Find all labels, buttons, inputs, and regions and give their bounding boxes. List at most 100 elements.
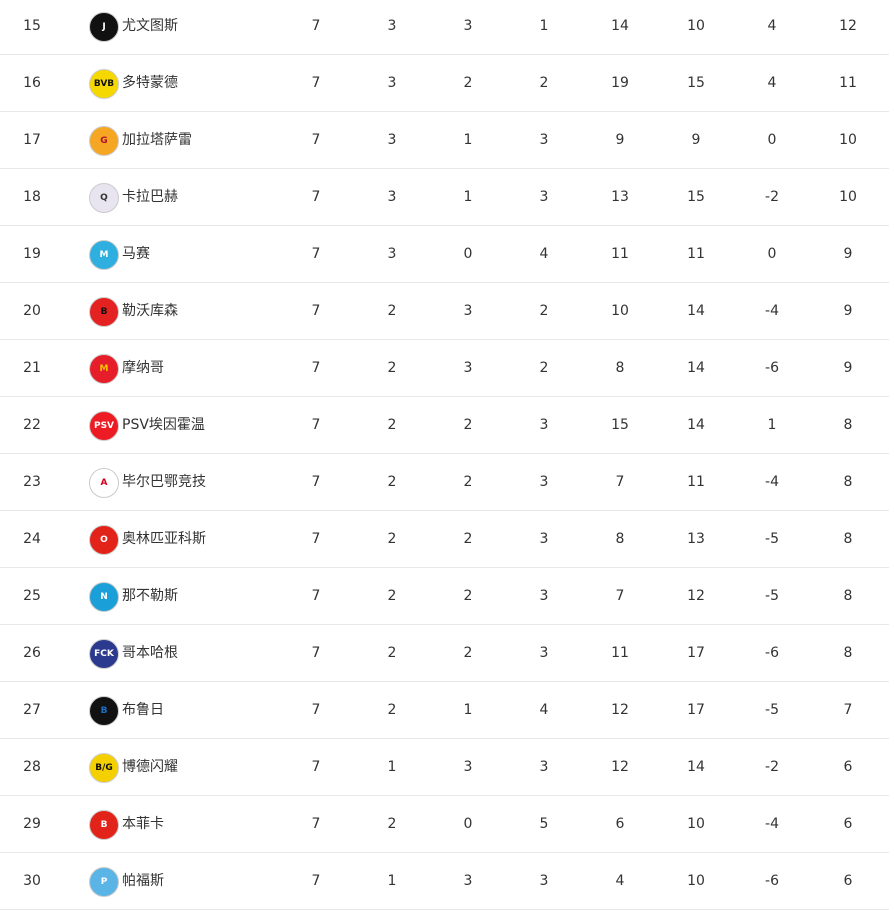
marseille-logo-icon: M [89, 240, 119, 270]
team-name[interactable]: 多特蒙德 [122, 75, 178, 91]
played: 7 [311, 189, 321, 205]
rank: 24 [23, 531, 41, 547]
won: 3 [387, 18, 397, 34]
team-name[interactable]: 布鲁日 [122, 702, 164, 718]
table-row[interactable]: 19 M 马赛 7 3 0 4 11 11 0 9 [0, 226, 889, 283]
goals-for: 19 [611, 75, 629, 91]
team-name[interactable]: 奥林匹亚科斯 [122, 531, 206, 547]
rank: 29 [23, 816, 41, 832]
table-row[interactable]: 28 B/G 博德闪耀 7 1 3 3 12 14 -2 6 [0, 739, 889, 796]
played: 7 [311, 303, 321, 319]
leverkusen-logo-icon: B [89, 297, 119, 327]
points: 12 [839, 18, 857, 34]
team-name[interactable]: 尤文图斯 [122, 18, 178, 34]
team-name[interactable]: 本菲卡 [122, 816, 164, 832]
goal-difference: 4 [767, 75, 777, 91]
team-name[interactable]: 卡拉巴赫 [122, 189, 178, 205]
points: 9 [843, 246, 853, 262]
table-row[interactable]: 24 O 奥林匹亚科斯 7 2 2 3 8 13 -5 8 [0, 511, 889, 568]
rank: 25 [23, 588, 41, 604]
drawn: 3 [463, 873, 473, 889]
won: 3 [387, 75, 397, 91]
table-row[interactable]: 22 PSV PSV埃因霍温 7 2 2 3 15 14 1 8 [0, 397, 889, 454]
drawn: 3 [463, 18, 473, 34]
played: 7 [311, 759, 321, 775]
points: 10 [839, 132, 857, 148]
points: 8 [843, 417, 853, 433]
goals-against: 10 [687, 873, 705, 889]
team-name[interactable]: 加拉塔萨雷 [122, 132, 192, 148]
team-name[interactable]: 勒沃库森 [122, 303, 178, 319]
drawn: 1 [463, 132, 473, 148]
team-name[interactable]: 哥本哈根 [122, 645, 178, 661]
drawn: 1 [463, 702, 473, 718]
olympiacos-logo-icon: O [89, 525, 119, 555]
benfica-logo-icon: B [89, 810, 119, 840]
psv-logo-icon: PSV [89, 411, 119, 441]
team-name[interactable]: 毕尔巴鄂竞技 [122, 474, 206, 490]
table-row[interactable]: 20 B 勒沃库森 7 2 3 2 10 14 -4 9 [0, 283, 889, 340]
table-row[interactable]: 16 BVB 多特蒙德 7 3 2 2 19 15 4 11 [0, 55, 889, 112]
rank: 26 [23, 645, 41, 661]
table-row[interactable]: 29 B 本菲卡 7 2 0 5 6 10 -4 6 [0, 796, 889, 853]
drawn: 2 [463, 417, 473, 433]
rank: 23 [23, 474, 41, 490]
won: 2 [387, 474, 397, 490]
played: 7 [311, 873, 321, 889]
points: 6 [843, 759, 853, 775]
team-name[interactable]: 帕福斯 [122, 873, 164, 889]
team-name[interactable]: 摩纳哥 [122, 360, 164, 376]
lost: 4 [539, 246, 549, 262]
drawn: 2 [463, 474, 473, 490]
lost: 3 [539, 873, 549, 889]
drawn: 0 [463, 816, 473, 832]
drawn: 3 [463, 759, 473, 775]
table-row[interactable]: 27 B 布鲁日 7 2 1 4 12 17 -5 7 [0, 682, 889, 739]
rank: 20 [23, 303, 41, 319]
goal-difference: 0 [767, 246, 777, 262]
points: 6 [843, 816, 853, 832]
table-row[interactable]: 21 M 摩纳哥 7 2 3 2 8 14 -6 9 [0, 340, 889, 397]
drawn: 1 [463, 189, 473, 205]
copenhagen-logo-icon: FCK [89, 639, 119, 669]
goals-for: 15 [611, 417, 629, 433]
goal-difference: 1 [767, 417, 777, 433]
goals-for: 6 [615, 816, 625, 832]
table-row[interactable]: 26 FCK 哥本哈根 7 2 2 3 11 17 -6 8 [0, 625, 889, 682]
team-name[interactable]: PSV埃因霍温 [122, 417, 205, 433]
pafos-logo-icon: P [89, 867, 119, 897]
table-row[interactable]: 15 J 尤文图斯 7 3 3 1 14 10 4 12 [0, 0, 889, 55]
team-name[interactable]: 那不勒斯 [122, 588, 178, 604]
goals-for: 13 [611, 189, 629, 205]
goal-difference: -4 [765, 474, 779, 490]
goal-difference: -5 [765, 702, 779, 718]
table-row[interactable]: 18 Q 卡拉巴赫 7 3 1 3 13 15 -2 10 [0, 169, 889, 226]
lost: 1 [539, 18, 549, 34]
goals-against: 10 [687, 18, 705, 34]
lost: 2 [539, 360, 549, 376]
table-row[interactable]: 17 G 加拉塔萨雷 7 3 1 3 9 9 0 10 [0, 112, 889, 169]
team-name[interactable]: 马赛 [122, 246, 150, 262]
lost: 3 [539, 474, 549, 490]
rank: 27 [23, 702, 41, 718]
table-row[interactable]: 25 N 那不勒斯 7 2 2 3 7 12 -5 8 [0, 568, 889, 625]
table-row[interactable]: 23 A 毕尔巴鄂竞技 7 2 2 3 7 11 -4 8 [0, 454, 889, 511]
played: 7 [311, 588, 321, 604]
lost: 2 [539, 75, 549, 91]
rank: 21 [23, 360, 41, 376]
won: 2 [387, 816, 397, 832]
goals-for: 11 [611, 645, 629, 661]
played: 7 [311, 474, 321, 490]
won: 1 [387, 759, 397, 775]
team-name[interactable]: 博德闪耀 [122, 759, 178, 775]
lost: 3 [539, 189, 549, 205]
goals-for: 11 [611, 246, 629, 262]
drawn: 2 [463, 588, 473, 604]
monaco-logo-icon: M [89, 354, 119, 384]
played: 7 [311, 132, 321, 148]
lost: 4 [539, 702, 549, 718]
points: 7 [843, 702, 853, 718]
rank: 16 [23, 75, 41, 91]
goals-for: 12 [611, 702, 629, 718]
table-row[interactable]: 30 P 帕福斯 7 1 3 3 4 10 -6 6 [0, 853, 889, 910]
